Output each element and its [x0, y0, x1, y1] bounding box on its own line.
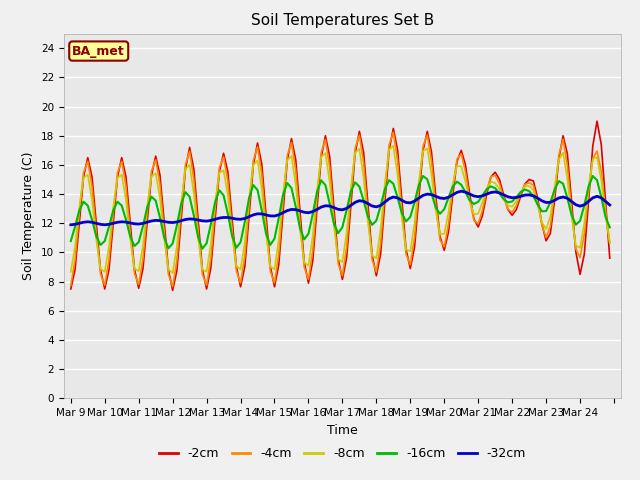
Legend: -2cm, -4cm, -8cm, -16cm, -32cm: -2cm, -4cm, -8cm, -16cm, -32cm: [154, 442, 531, 465]
Text: BA_met: BA_met: [72, 45, 125, 58]
X-axis label: Time: Time: [327, 424, 358, 437]
Y-axis label: Soil Temperature (C): Soil Temperature (C): [22, 152, 35, 280]
Title: Soil Temperatures Set B: Soil Temperatures Set B: [251, 13, 434, 28]
